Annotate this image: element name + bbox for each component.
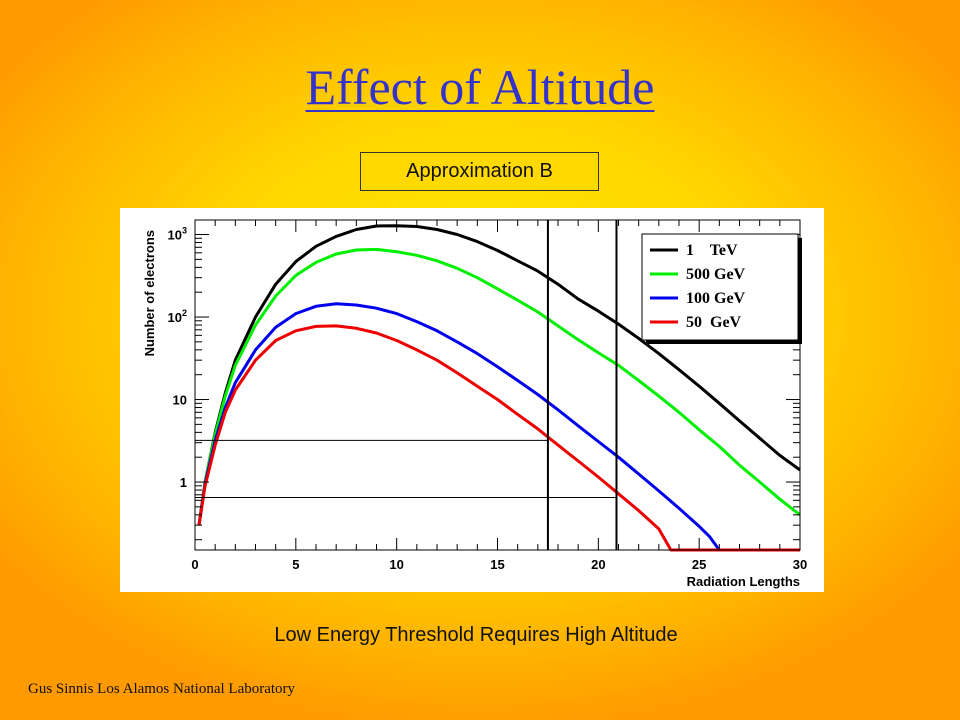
y-tick-label-3: 103 <box>168 226 187 243</box>
y-axis-title: Number of electrons <box>142 230 157 356</box>
electron-count-chart: 1 10 102 103 0 5 10 15 20 25 30 Radiation Lengths Nu… <box>142 219 807 589</box>
slide-title: Effect of Altitude <box>305 59 655 115</box>
x-tick-label-1: 5 <box>292 557 299 572</box>
footer-credit: Gus Sinnis Los Alamos National Laborator… <box>28 681 296 697</box>
x-axis-title: Radiation Lengths <box>687 574 800 589</box>
legend-label-1: 500 GeV <box>686 266 746 283</box>
legend-label-3: 50 GeV <box>686 314 742 331</box>
legend-label-0: 1 TeV <box>686 242 738 259</box>
y-tick-label-2: 102 <box>168 308 187 325</box>
y-tick-label-1: 10 <box>173 393 187 408</box>
slide-caption: Low Energy Threshold Requires High Altit… <box>274 624 678 646</box>
y-tick-label-0: 1 <box>180 475 187 490</box>
chart-panel: 1 10 102 103 0 5 10 15 20 25 30 Radiation Lengths Nu… <box>120 208 824 592</box>
x-tick-label-6: 30 <box>793 557 807 572</box>
series-line-0 <box>197 224 801 526</box>
series-line-2 <box>197 302 800 552</box>
x-tick-label-5: 25 <box>692 557 706 572</box>
x-tick-label-4: 20 <box>591 557 605 572</box>
x-tick-label-2: 10 <box>389 557 403 572</box>
x-tick-label-3: 15 <box>490 557 504 572</box>
series-line-3 <box>197 324 800 552</box>
approximation-label-box: Approximation B <box>360 152 599 191</box>
series-line-1 <box>197 247 801 526</box>
x-tick-label-0: 0 <box>191 557 198 572</box>
legend-label-2: 100 GeV <box>686 290 746 307</box>
